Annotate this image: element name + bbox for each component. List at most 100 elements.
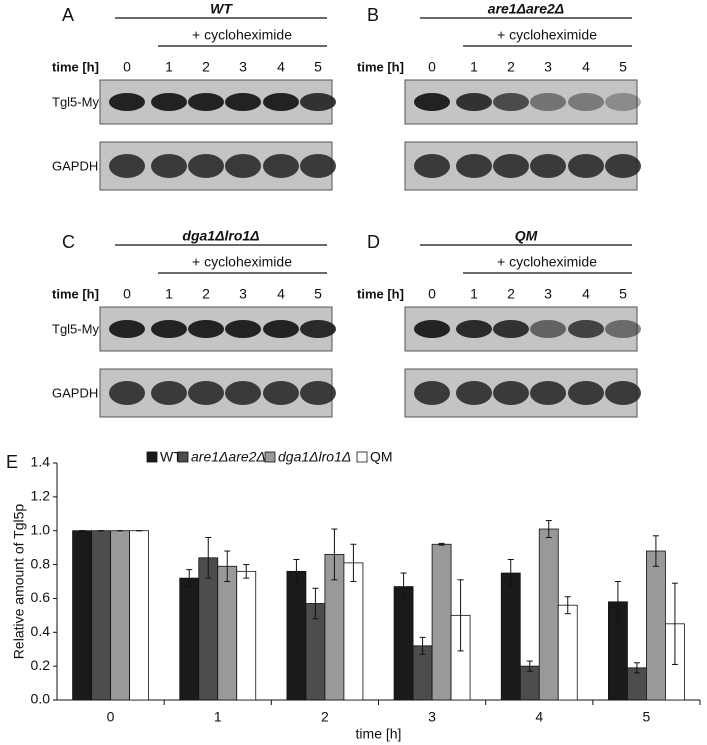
blot-band (225, 320, 261, 338)
legend-swatch (356, 451, 368, 463)
y-tick-label: 1.4 (31, 454, 51, 470)
lane-label: 4 (582, 59, 590, 75)
error-bar (457, 579, 464, 652)
lane-label: 3 (239, 59, 247, 75)
blot-band (493, 93, 529, 111)
lane-label: 1 (470, 59, 478, 75)
blot-band (109, 93, 145, 111)
panel-label: C (62, 232, 75, 252)
error-bar (545, 520, 552, 538)
blot-title: QM (515, 228, 538, 244)
blot-band (300, 381, 336, 405)
blot-band (188, 154, 224, 178)
bar (110, 530, 130, 701)
blot-band (300, 154, 336, 178)
blot-band (414, 320, 450, 338)
bar (557, 604, 578, 701)
bar (343, 562, 364, 701)
x-tick-label: 3 (428, 709, 436, 725)
panel-label: D (367, 232, 380, 252)
blot-band (568, 320, 604, 338)
treatment-label: + cycloheximide (192, 254, 292, 270)
panel-label: E (6, 452, 18, 472)
y-axis-title: Relative amount of Tgl5p (11, 504, 27, 660)
y-tick-label: 1.2 (31, 488, 51, 504)
x-tick-label: 4 (535, 709, 543, 725)
error-bar (507, 558, 514, 588)
blot-band (188, 320, 224, 338)
blot-band (109, 381, 145, 405)
legend-label: QM (370, 449, 393, 465)
blot-band (263, 320, 299, 338)
lane-label: 2 (507, 286, 515, 302)
blot-band (530, 381, 566, 405)
y-tick-label: 0.6 (31, 589, 51, 605)
legend-label: are1Δare2Δ (191, 449, 266, 465)
bar (198, 557, 219, 701)
lane-label: 4 (277, 59, 285, 75)
panel-label: B (367, 5, 379, 25)
blot-band (414, 381, 450, 405)
lane-label: 5 (619, 286, 627, 302)
blot-band (530, 154, 566, 178)
lane-label: 4 (277, 286, 285, 302)
lane-label: 2 (202, 286, 210, 302)
x-axis-title: time [h] (356, 726, 402, 742)
bar (500, 572, 521, 701)
blot-band (225, 93, 261, 111)
lane-label: 0 (123, 59, 131, 75)
blot-band (456, 154, 492, 178)
error-bar (564, 596, 571, 615)
lane-label: 3 (544, 286, 552, 302)
error-bar (186, 569, 193, 588)
treatment-label: + cycloheximide (497, 27, 597, 43)
error-bar (331, 528, 338, 581)
y-tick-label: 0.8 (31, 555, 51, 571)
blot-band (493, 320, 529, 338)
x-tick-label: 5 (643, 709, 651, 725)
blot-title: are1Δare2Δ (488, 1, 564, 17)
legend-swatch (177, 451, 189, 463)
lane-label: 5 (314, 286, 322, 302)
y-tick-label: 1.0 (31, 521, 51, 537)
legend-swatch (146, 451, 158, 463)
blot-band (109, 320, 145, 338)
error-bar (400, 572, 407, 601)
lane-label: 2 (202, 59, 210, 75)
error-bar (614, 581, 621, 623)
error-bar (224, 550, 231, 582)
blot-band (530, 320, 566, 338)
lane-label: 0 (428, 59, 436, 75)
blot-band (568, 154, 604, 178)
error-bar (312, 587, 319, 620)
error-bar (243, 564, 250, 579)
lane-label: 2 (507, 59, 515, 75)
blot-band (414, 93, 450, 111)
time-label: time [h] (357, 59, 404, 74)
lane-label: 3 (544, 59, 552, 75)
blot-band (151, 381, 187, 405)
blot-band (151, 154, 187, 178)
y-tick-label: 0.2 (31, 657, 51, 673)
error-bar (438, 542, 445, 546)
blot-band (300, 320, 336, 338)
error-bar (205, 536, 212, 579)
x-tick-label: 1 (214, 709, 222, 725)
bar (72, 530, 92, 701)
blot-band (263, 381, 299, 405)
row-label: GAPDH (52, 385, 98, 400)
row-label: Tgl5-Myc (52, 94, 106, 109)
blot-band (605, 381, 641, 405)
x-tick-label: 0 (107, 709, 115, 725)
blot-band (225, 154, 261, 178)
error-bar (293, 558, 300, 584)
lane-label: 4 (582, 286, 590, 302)
error-bar (671, 582, 678, 665)
blot-band (568, 381, 604, 405)
blot-band (188, 93, 224, 111)
blot-band (414, 154, 450, 178)
legend-swatch (264, 451, 276, 463)
bar (646, 550, 666, 701)
bar (217, 565, 238, 701)
